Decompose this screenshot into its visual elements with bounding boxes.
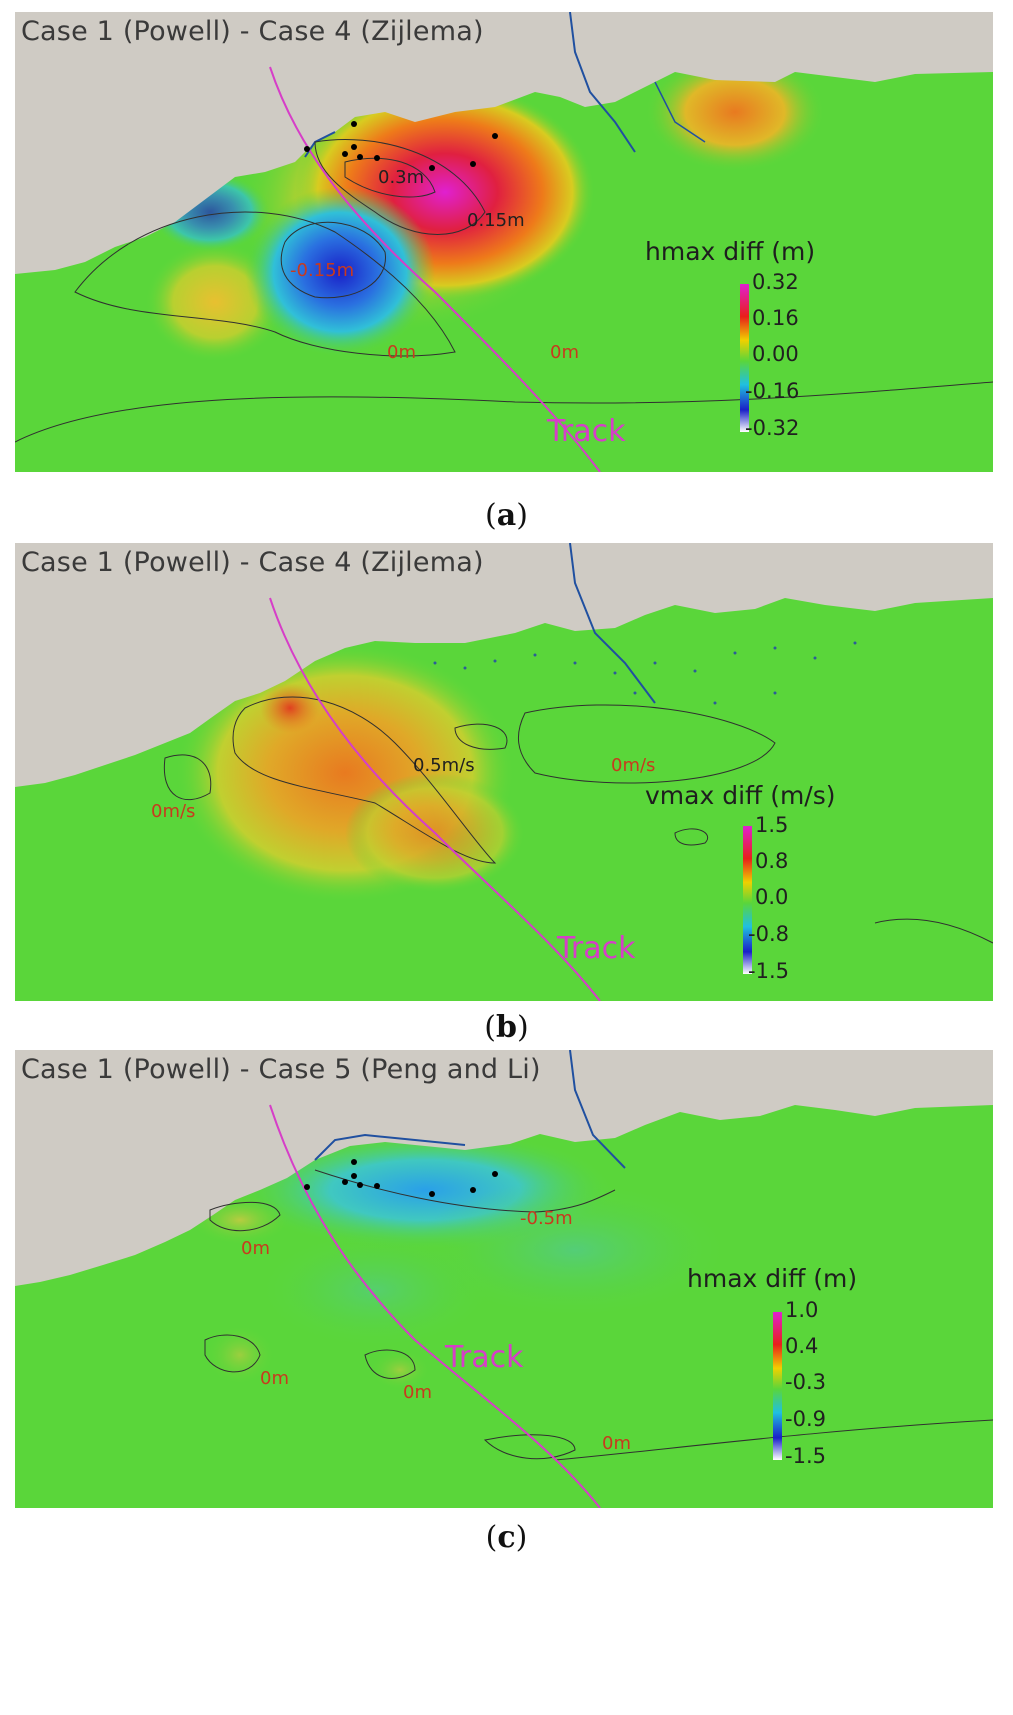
panel-b: Case 1 (Powell) - Case 4 (Zijlema) 0.5m/… bbox=[0, 540, 1013, 1060]
panel-caption: (a) bbox=[485, 498, 528, 533]
legend-tick: 0.00 bbox=[752, 342, 799, 366]
contour-label: 0m bbox=[387, 342, 416, 363]
storm-track-b bbox=[269, 597, 601, 1001]
map-a-canvas bbox=[15, 12, 993, 472]
gauge-stations-c bbox=[304, 1159, 498, 1197]
map-c-canvas bbox=[15, 1050, 993, 1508]
storm-track-a bbox=[269, 66, 601, 472]
track-label: Track bbox=[557, 931, 636, 966]
contour-label: 0m/s bbox=[611, 755, 656, 776]
legend-tick: -1.5 bbox=[748, 959, 789, 983]
panel-a: Case 1 (Powell) - Case 4 (Zijlema) 0.3m … bbox=[0, 0, 1013, 545]
contour-label: 0.5m/s bbox=[413, 755, 475, 776]
map-panel-c: Case 1 (Powell) - Case 5 (Peng and Li) -… bbox=[15, 1050, 993, 1508]
contour-label: -0.5m bbox=[520, 1208, 573, 1229]
panel-title: Case 1 (Powell) - Case 4 (Zijlema) bbox=[21, 16, 484, 47]
legend-tick: 0.0 bbox=[755, 885, 789, 909]
legend-colorbar bbox=[743, 826, 752, 974]
contour-label: 0.15m bbox=[467, 210, 525, 231]
legend-tick: 1.5 bbox=[755, 813, 789, 837]
land-mass bbox=[15, 543, 993, 787]
legend-title: hmax diff (m) bbox=[687, 1264, 858, 1293]
panel-c: Case 1 (Powell) - Case 5 (Peng and Li) -… bbox=[0, 1050, 1013, 1715]
panel-caption: (c) bbox=[485, 1520, 528, 1555]
legend-colorbar bbox=[773, 1312, 782, 1460]
legend-tick: -0.3 bbox=[785, 1370, 826, 1394]
contour-label: 0m bbox=[241, 1238, 270, 1259]
gauge-stations-a bbox=[304, 121, 498, 171]
legend-title: vmax diff (m/s) bbox=[645, 781, 836, 810]
legend-tick: 0.16 bbox=[752, 306, 799, 330]
map-panel-a: Case 1 (Powell) - Case 4 (Zijlema) 0.3m … bbox=[15, 12, 993, 472]
legend-tick: -0.8 bbox=[748, 922, 789, 946]
contour-label: 0m bbox=[602, 1433, 631, 1454]
land-mass bbox=[15, 1050, 993, 1286]
legend-tick: -0.16 bbox=[745, 379, 800, 403]
map-panel-b: Case 1 (Powell) - Case 4 (Zijlema) 0.5m/… bbox=[15, 543, 993, 1001]
panel-caption: (b) bbox=[484, 1010, 529, 1045]
contour-label: 0m bbox=[550, 342, 579, 363]
contour-label: 0m/s bbox=[151, 801, 196, 822]
contour-label: 0.3m bbox=[378, 167, 425, 188]
legend-tick: 1.0 bbox=[785, 1298, 819, 1322]
contour-label: -0.15m bbox=[290, 260, 355, 281]
track-label: Track bbox=[445, 1340, 524, 1375]
legend-colorbar bbox=[740, 284, 749, 432]
map-b-canvas bbox=[15, 543, 993, 1001]
legend-title: hmax diff (m) bbox=[645, 237, 816, 266]
legend-tick: -1.5 bbox=[785, 1444, 826, 1468]
legend-tick: 0.8 bbox=[755, 849, 789, 873]
contour-label: 0m bbox=[260, 1368, 289, 1389]
storm-track-c bbox=[269, 1104, 601, 1508]
legend-tick: 0.32 bbox=[752, 270, 799, 294]
track-label: Track bbox=[547, 414, 626, 449]
land-mass bbox=[15, 12, 993, 274]
legend-tick: 0.4 bbox=[785, 1334, 819, 1358]
panel-title: Case 1 (Powell) - Case 4 (Zijlema) bbox=[21, 547, 484, 578]
panel-title: Case 1 (Powell) - Case 5 (Peng and Li) bbox=[21, 1054, 541, 1085]
legend-tick: -0.32 bbox=[745, 416, 800, 440]
contour-label: 0m bbox=[403, 1382, 432, 1403]
legend-tick: -0.9 bbox=[785, 1407, 826, 1431]
